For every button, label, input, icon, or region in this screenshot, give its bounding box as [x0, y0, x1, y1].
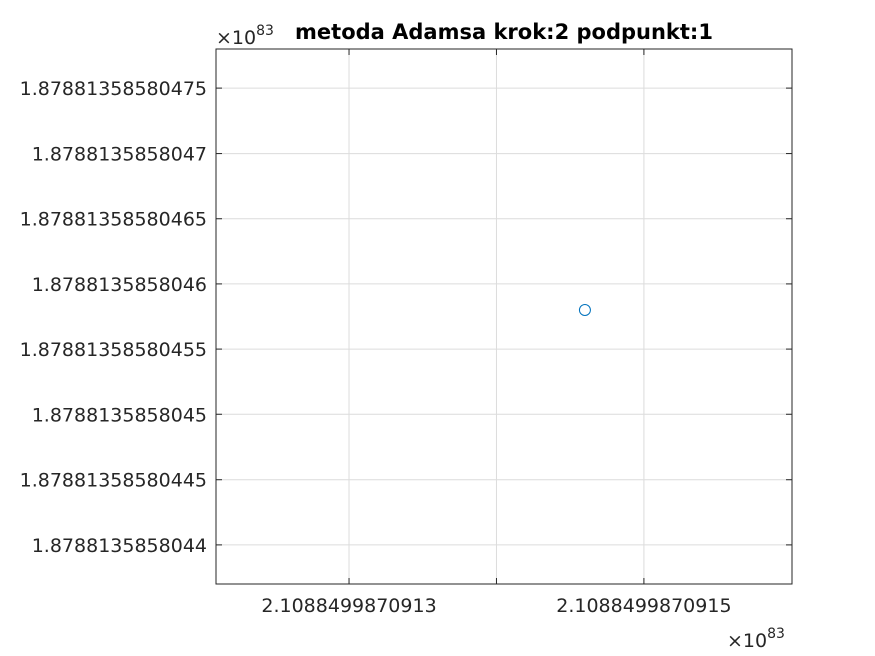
data-points: [578, 303, 591, 316]
x-tick-labels: 2.1088499870913 2.1088499870915: [261, 595, 731, 617]
y-tick-labels: 1.87881358580475 1.8788135858047 1.8788135…: [20, 78, 207, 557]
x-axis-exponent: ×1083: [727, 626, 785, 652]
y-tick-label: 1.8788135858046: [32, 274, 207, 296]
chart-title: metoda Adamsa krok:2 podpunkt:1: [295, 20, 713, 44]
y-tick-label: 1.87881358580465: [20, 209, 207, 231]
x-tick-label: 2.1088499870913: [261, 595, 436, 617]
y-tick-label: 1.87881358580445: [20, 470, 207, 492]
y-tick-label: 1.8788135858047: [32, 144, 207, 166]
y-tick-label: 1.8788135858044: [32, 535, 207, 557]
grid: [216, 49, 793, 584]
y-tick-label: 1.8788135858045: [32, 404, 207, 426]
y-axis-exponent: ×1083: [216, 23, 274, 49]
x-tick-label: 2.1088499870915: [556, 595, 731, 617]
axes-background: [216, 49, 792, 584]
data-point: [578, 303, 591, 316]
y-tick-label: 1.87881358580455: [20, 339, 207, 361]
axes-box: [215, 48, 793, 585]
y-tick-label: 1.87881358580475: [20, 78, 207, 100]
